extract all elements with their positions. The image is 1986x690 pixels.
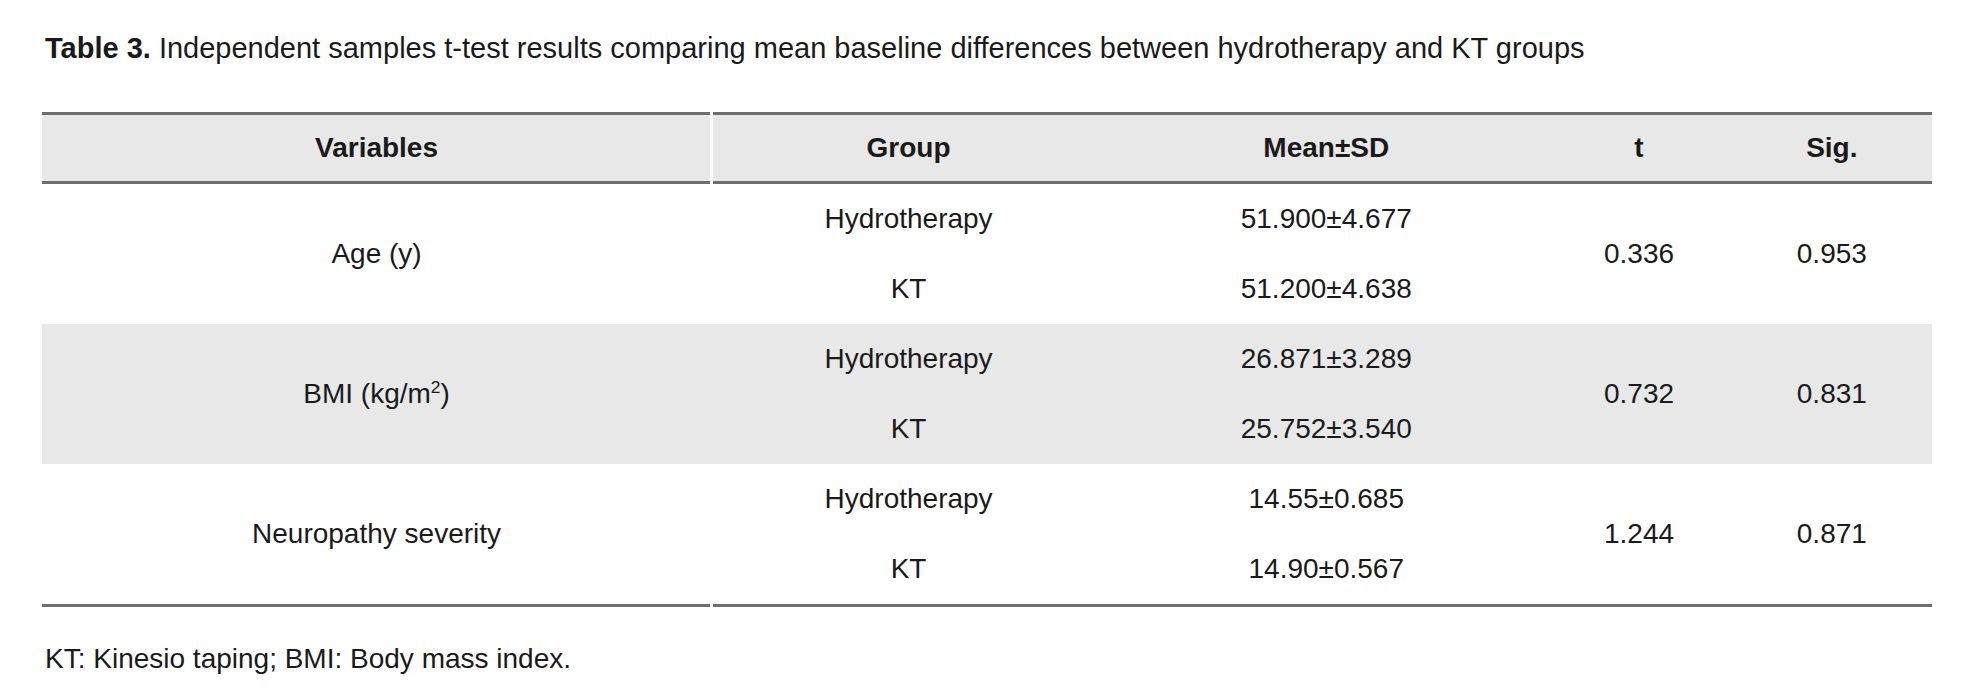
variable-label: Neuropathy severity bbox=[252, 518, 501, 549]
mean-sd-cell: 14.90±0.567 bbox=[1106, 534, 1546, 606]
header-row: Variables Group Mean±SD t Sig. bbox=[42, 114, 1932, 183]
group-cell: KT bbox=[711, 394, 1106, 464]
variable-cell: BMI (kg/m2) bbox=[42, 324, 711, 464]
variable-cell: Neuropathy severity bbox=[42, 464, 711, 606]
t-value-cell: 0.336 bbox=[1546, 183, 1731, 325]
group-cell: KT bbox=[711, 254, 1106, 324]
mean-sd-cell: 25.752±3.540 bbox=[1106, 394, 1546, 464]
variable-label: Age (y) bbox=[331, 238, 421, 269]
group-cell: Hydrotherapy bbox=[711, 183, 1106, 255]
variable-label-post: ) bbox=[440, 378, 449, 409]
variable-label: BMI (kg/m bbox=[303, 378, 431, 409]
table-caption: Table 3. Independent samples t-test resu… bbox=[45, 31, 1585, 66]
document-page: Table 3. Independent samples t-test resu… bbox=[0, 0, 1986, 690]
variable-cell: Age (y) bbox=[42, 183, 711, 325]
mean-sd-cell: 26.871±3.289 bbox=[1106, 324, 1546, 394]
t-test-table: Variables Group Mean±SD t Sig. Age (y) H… bbox=[42, 112, 1932, 607]
col-header-variables: Variables bbox=[42, 114, 711, 183]
sig-value-cell: 0.871 bbox=[1732, 464, 1932, 606]
t-value-cell: 0.732 bbox=[1546, 324, 1731, 464]
t-value-cell: 1.244 bbox=[1546, 464, 1731, 606]
col-header-sig: Sig. bbox=[1732, 114, 1932, 183]
col-header-t: t bbox=[1546, 114, 1731, 183]
col-header-mean-sd: Mean±SD bbox=[1106, 114, 1546, 183]
sig-value-cell: 0.831 bbox=[1732, 324, 1932, 464]
border-gap bbox=[710, 601, 713, 610]
table-row: Age (y) Hydrotherapy 51.900±4.677 0.336 … bbox=[42, 183, 1932, 255]
mean-sd-cell: 51.900±4.677 bbox=[1106, 183, 1546, 255]
sig-value-cell: 0.953 bbox=[1732, 183, 1932, 325]
border-gap bbox=[710, 112, 713, 184]
group-cell: KT bbox=[711, 534, 1106, 606]
group-cell: Hydrotherapy bbox=[711, 464, 1106, 534]
mean-sd-cell: 14.55±0.685 bbox=[1106, 464, 1546, 534]
table-footnote: KT: Kinesio taping; BMI: Body mass index… bbox=[45, 643, 571, 675]
table-row: BMI (kg/m2) Hydrotherapy 26.871±3.289 0.… bbox=[42, 324, 1932, 394]
group-cell: Hydrotherapy bbox=[711, 324, 1106, 394]
table-caption-text: Independent samples t-test results compa… bbox=[159, 32, 1585, 64]
table-row: Neuropathy severity Hydrotherapy 14.55±0… bbox=[42, 464, 1932, 534]
table-caption-label: Table 3. bbox=[45, 32, 151, 64]
col-header-group: Group bbox=[711, 114, 1106, 183]
mean-sd-cell: 51.200±4.638 bbox=[1106, 254, 1546, 324]
